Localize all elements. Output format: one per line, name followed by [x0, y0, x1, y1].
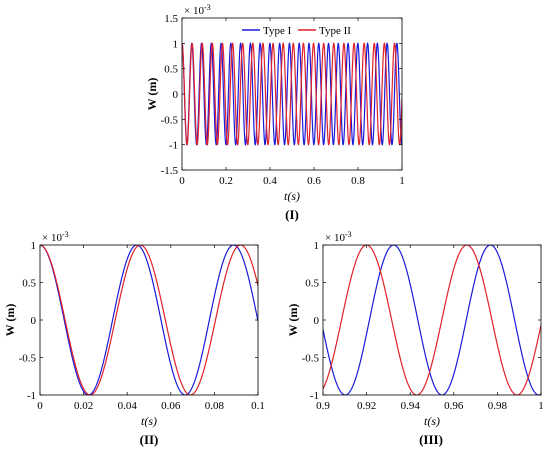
plot-frame [322, 244, 542, 396]
y-tick-label: -0.5 [161, 114, 179, 126]
series-line-1 [40, 245, 258, 395]
legend-box [238, 22, 350, 38]
y-tick-label: -1 [27, 390, 36, 402]
x-tick-label: 0.1 [251, 400, 265, 412]
panel-label: (I) [285, 207, 299, 222]
y-tick-label: -1.5 [161, 165, 179, 177]
y-tick-label: -0.5 [302, 353, 320, 365]
y-tick-label: 1.5 [164, 13, 178, 25]
y-tick-label: 0.5 [305, 278, 319, 290]
x-axis-label: t(s) [424, 414, 440, 428]
y-tick-label: 0 [173, 89, 179, 101]
x-tick-label: 0 [37, 400, 43, 412]
x-axis-label: t(s) [141, 414, 157, 428]
y-tick-label: 1 [31, 240, 37, 252]
legend: Type I Type II [238, 22, 351, 38]
y-axis-label: W (m) [286, 304, 300, 337]
x-tick-label: 0.6 [307, 175, 321, 187]
x-tick-label: 0.94 [401, 400, 421, 412]
x-tick-label: 0.02 [74, 400, 93, 412]
y-tick-label: 0.5 [164, 64, 178, 76]
panel-label: (II) [140, 432, 159, 447]
x-tick-label: 0.9 [316, 400, 330, 412]
x-axis-label: t(s) [284, 189, 300, 203]
y-tick-label: 0.5 [22, 278, 36, 290]
series-line-1 [323, 245, 541, 395]
x-tick-label: 0.98 [488, 400, 508, 412]
x-tick-label: 0.08 [205, 400, 225, 412]
series-line-2 [182, 42, 402, 146]
x-tick-label: 0.96 [444, 400, 464, 412]
chart-panel-3: 0.9 0.92 0.94 0.96 0.98 1 -1 -0.5 0 0.5 1 × 10-3 t(s… [286, 230, 544, 447]
x-tick-label: 1 [399, 175, 405, 187]
x-tick-label: 1 [538, 400, 544, 412]
x-tick-label: 0.8 [351, 175, 365, 187]
series-line-1 [182, 42, 402, 146]
y-tick-label: -1 [169, 140, 178, 152]
y-tick-label: -1 [310, 390, 319, 402]
x-tick-label: 0.06 [161, 400, 181, 412]
chart-panel-2: 0 0.02 0.04 0.06 0.08 0.1 -1 -0.5 0 0.5 1 × 10-3 t(s… [3, 230, 265, 447]
chart-panel-1: 0 0.2 0.4 0.6 0.8 1 -1.5 -1 -0.5 0 0.5 1 1.5 × 10-3 t(… [145, 3, 405, 222]
panel-label: (III) [419, 432, 443, 447]
y-axis-label: W (m) [145, 78, 159, 111]
x-tick-label: 0.04 [118, 400, 138, 412]
x-tick-label: 0.92 [357, 400, 376, 412]
series-line-2 [40, 245, 258, 395]
x-tick-label: 0.4 [263, 175, 277, 187]
y-exponent-label: × 10-3 [184, 3, 211, 17]
legend-entry-1: Type I [263, 25, 292, 37]
y-tick-label: 1 [173, 38, 179, 50]
y-exponent-label: × 10-3 [325, 230, 352, 244]
y-axis-label: W (m) [3, 304, 17, 337]
x-tick-label: 0 [179, 175, 185, 187]
series-line-2 [323, 245, 541, 395]
y-tick-label: 0 [314, 315, 320, 327]
x-tick-label: 0.2 [219, 175, 233, 187]
y-tick-label: 1 [314, 240, 320, 252]
y-exponent-label: × 10-3 [42, 230, 69, 244]
y-tick-label: -0.5 [19, 353, 37, 365]
legend-entry-2: Type II [319, 25, 351, 37]
y-tick-label: 0 [31, 315, 37, 327]
